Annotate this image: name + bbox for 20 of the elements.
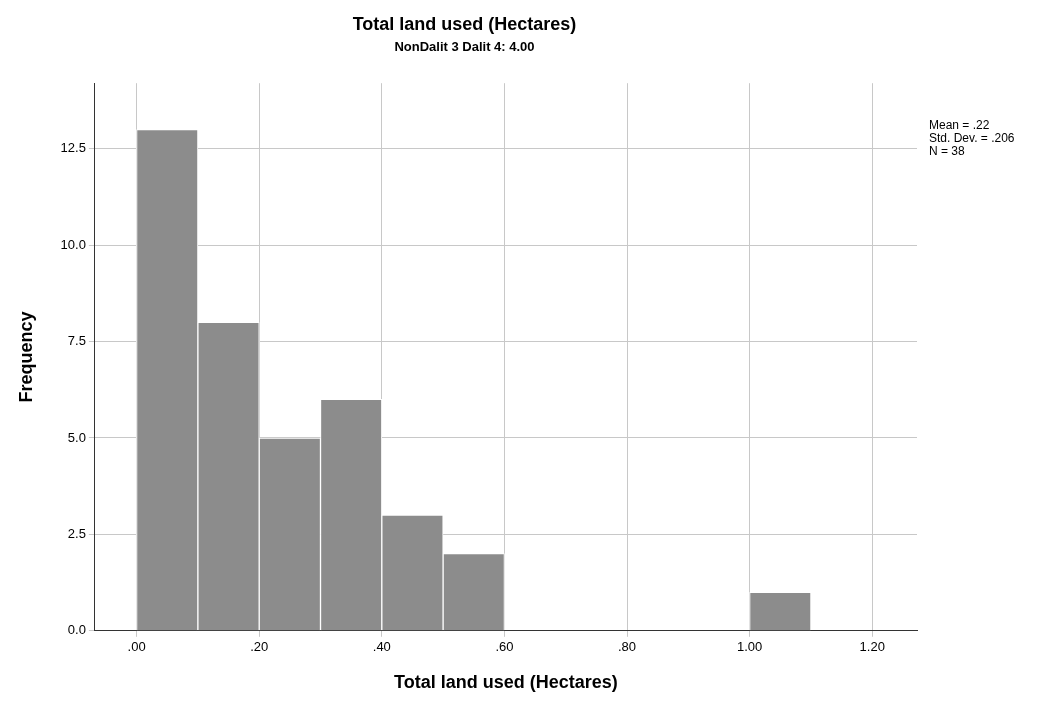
y-tick-label: 7.5 (67, 333, 86, 349)
y-tick-label: 12.5 (60, 140, 86, 156)
y-tick-label: 2.5 (67, 525, 86, 541)
x-tick-label: 1.20 (859, 639, 885, 655)
chart-subtitle: NonDalit 3 Dalit 4: 4.00 (394, 38, 535, 54)
text: Std. Dev. = .206 (929, 130, 1015, 145)
text: Mean = .22 (929, 117, 990, 132)
x-tick-label: .20 (250, 639, 269, 655)
x-tick-label: .80 (617, 639, 637, 655)
x-tick-label: .00 (127, 639, 146, 655)
y-tick-label: 10.0 (60, 236, 86, 252)
y-tick-label: 0.0 (67, 622, 86, 638)
x-tick-label: 1.00 (736, 639, 763, 655)
y-axis-title: Frequency (15, 311, 36, 403)
x-tick-label: .40 (372, 639, 391, 655)
x-tick-label: .60 (495, 639, 514, 655)
text: N = 38 (929, 143, 966, 158)
x-axis-title: Total land used (Hectares) (394, 672, 618, 693)
y-tick-label: 5.0 (67, 429, 86, 445)
chart-title: Total land used (Hectares) (352, 13, 577, 34)
